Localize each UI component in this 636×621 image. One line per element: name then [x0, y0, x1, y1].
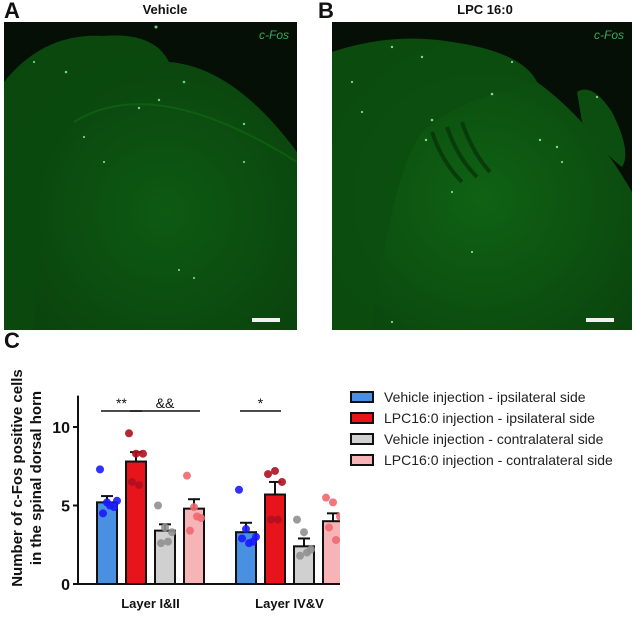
stain-label-b: c-Fos	[594, 28, 624, 42]
svg-text:**: **	[116, 395, 127, 411]
legend: Vehicle injection - ipsilateral side LPC…	[350, 386, 613, 470]
axes: 0 5 10	[52, 395, 336, 594]
scale-bar-a	[252, 318, 280, 322]
stain-label-a: c-Fos	[259, 28, 289, 42]
svg-text:Number of c-Fos positive cells: Number of c-Fos positive cells	[9, 369, 26, 587]
panel-b-letter: B	[318, 0, 334, 23]
svg-text:10: 10	[52, 420, 70, 437]
legend-swatch	[350, 390, 374, 403]
svg-text:Layer IV&V: Layer IV&V	[255, 596, 324, 611]
svg-text:Layer I&II: Layer I&II	[121, 596, 180, 611]
panel-c-letter: C	[4, 328, 20, 353]
svg-text:5: 5	[61, 499, 70, 516]
panel-b-title: LPC 16:0	[457, 2, 513, 17]
legend-swatch	[350, 432, 374, 445]
y-axis-label: Number of c-Fos positive cells in the sp…	[9, 369, 45, 587]
legend-swatch	[350, 453, 374, 466]
svg-text:in the spinal dorsal horn: in the spinal dorsal horn	[28, 391, 45, 565]
legend-label: LPC16:0 injection - contralateral side	[384, 451, 613, 468]
legend-item-vehicle-ipsi: Vehicle injection - ipsilateral side	[350, 386, 613, 407]
bars	[96, 429, 340, 586]
legend-label: Vehicle injection - contralateral side	[384, 430, 604, 447]
panel-a-title: Vehicle	[142, 2, 188, 17]
svg-text:&&: &&	[156, 395, 175, 411]
lpc-micrograph: c-Fos	[332, 22, 632, 330]
x-axis-labels: Layer I&II Layer IV&V	[121, 596, 324, 611]
legend-item-vehicle-contra: Vehicle injection - contralateral side	[350, 428, 613, 449]
bar-chart: Number of c-Fos positive cells in the sp…	[9, 369, 340, 611]
vehicle-micrograph: c-Fos	[4, 22, 297, 330]
svg-text:0: 0	[61, 577, 70, 594]
legend-item-lpc-contra: LPC16:0 injection - contralateral side	[350, 449, 613, 470]
legend-item-lpc-ipsi: LPC16:0 injection - ipsilateral side	[350, 407, 613, 428]
panel-a-letter: A	[4, 0, 20, 23]
legend-swatch	[350, 411, 374, 424]
svg-text:*: *	[258, 395, 264, 411]
significance-annotations: ** && *	[101, 395, 281, 412]
legend-label: Vehicle injection - ipsilateral side	[384, 388, 586, 405]
scale-bar-b	[586, 318, 614, 322]
legend-label: LPC16:0 injection - ipsilateral side	[384, 409, 595, 426]
